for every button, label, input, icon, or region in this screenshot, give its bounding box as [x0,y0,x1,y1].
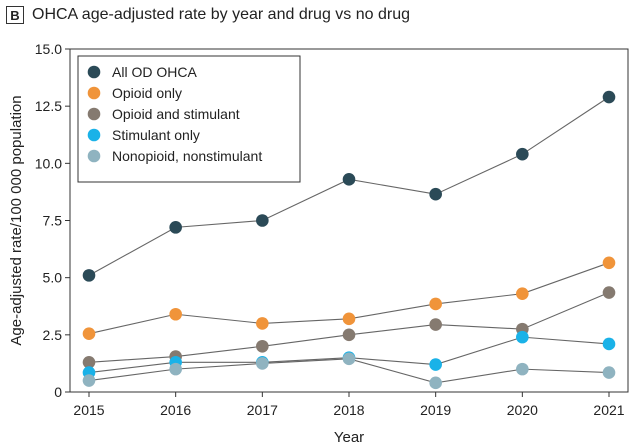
data-point [82,355,96,369]
x-tick-label: 2016 [160,402,191,418]
legend-entry: Stimulant only [112,127,200,143]
data-point [429,358,442,371]
x-tick-label: 2021 [593,402,624,418]
data-point [602,90,616,104]
data-point [516,147,529,161]
legend-entry: All OD OHCA [112,64,197,80]
data-point [602,286,616,299]
data-point [602,256,616,270]
data-point [342,328,356,342]
y-tick-label: 5.0 [43,270,63,286]
legend-box [77,55,301,183]
y-tick-label: 15.0 [35,41,62,57]
chart-title: OHCA age-adjusted rate by year and drug … [32,6,410,23]
data-point [169,307,182,321]
data-point [82,374,96,387]
data-point [256,317,269,330]
panel-header: B OHCA age-adjusted rate by year and dru… [6,4,410,26]
data-point [516,362,529,376]
data-point [429,376,442,390]
legend-entry: Nonopioid, nonstimulant [112,148,262,164]
y-tick-label: 12.5 [35,98,62,114]
data-point [429,187,442,201]
data-point [342,173,356,186]
data-point [516,287,529,300]
panel-label: B [6,6,24,24]
data-point [256,357,269,370]
x-tick-label: 2017 [247,402,278,418]
legend-marker [87,107,101,121]
data-point [516,330,529,344]
x-axis-label: Year [334,429,364,446]
y-tick-label: 2.5 [43,327,63,343]
data-point [169,362,182,376]
legend-marker [87,128,101,142]
data-point [602,366,616,379]
legend-marker [87,149,101,163]
legend-marker [87,65,101,79]
x-tick-label: 2015 [73,402,104,418]
x-tick-label: 2020 [507,402,538,418]
data-point [82,269,96,282]
x-tick-label: 2018 [333,402,364,418]
data-point [256,214,269,227]
data-point [429,297,442,311]
data-point [82,327,96,340]
y-axis-label: Age-adjusted rate/100 000 population [8,95,25,345]
legend-entry: Opioid only [112,85,182,101]
x-tick-label: 2019 [420,402,451,418]
data-point [342,312,356,326]
data-point [342,352,356,366]
legend-marker [87,86,101,100]
y-tick-label: 10.0 [35,155,62,171]
y-tick-label: 7.5 [43,213,63,229]
data-point [602,337,616,351]
y-tick-label: 0 [54,384,62,400]
legend-entry: Opioid and stimulant [112,106,240,122]
data-point [169,221,182,234]
data-point [256,339,269,353]
data-point [429,318,442,331]
